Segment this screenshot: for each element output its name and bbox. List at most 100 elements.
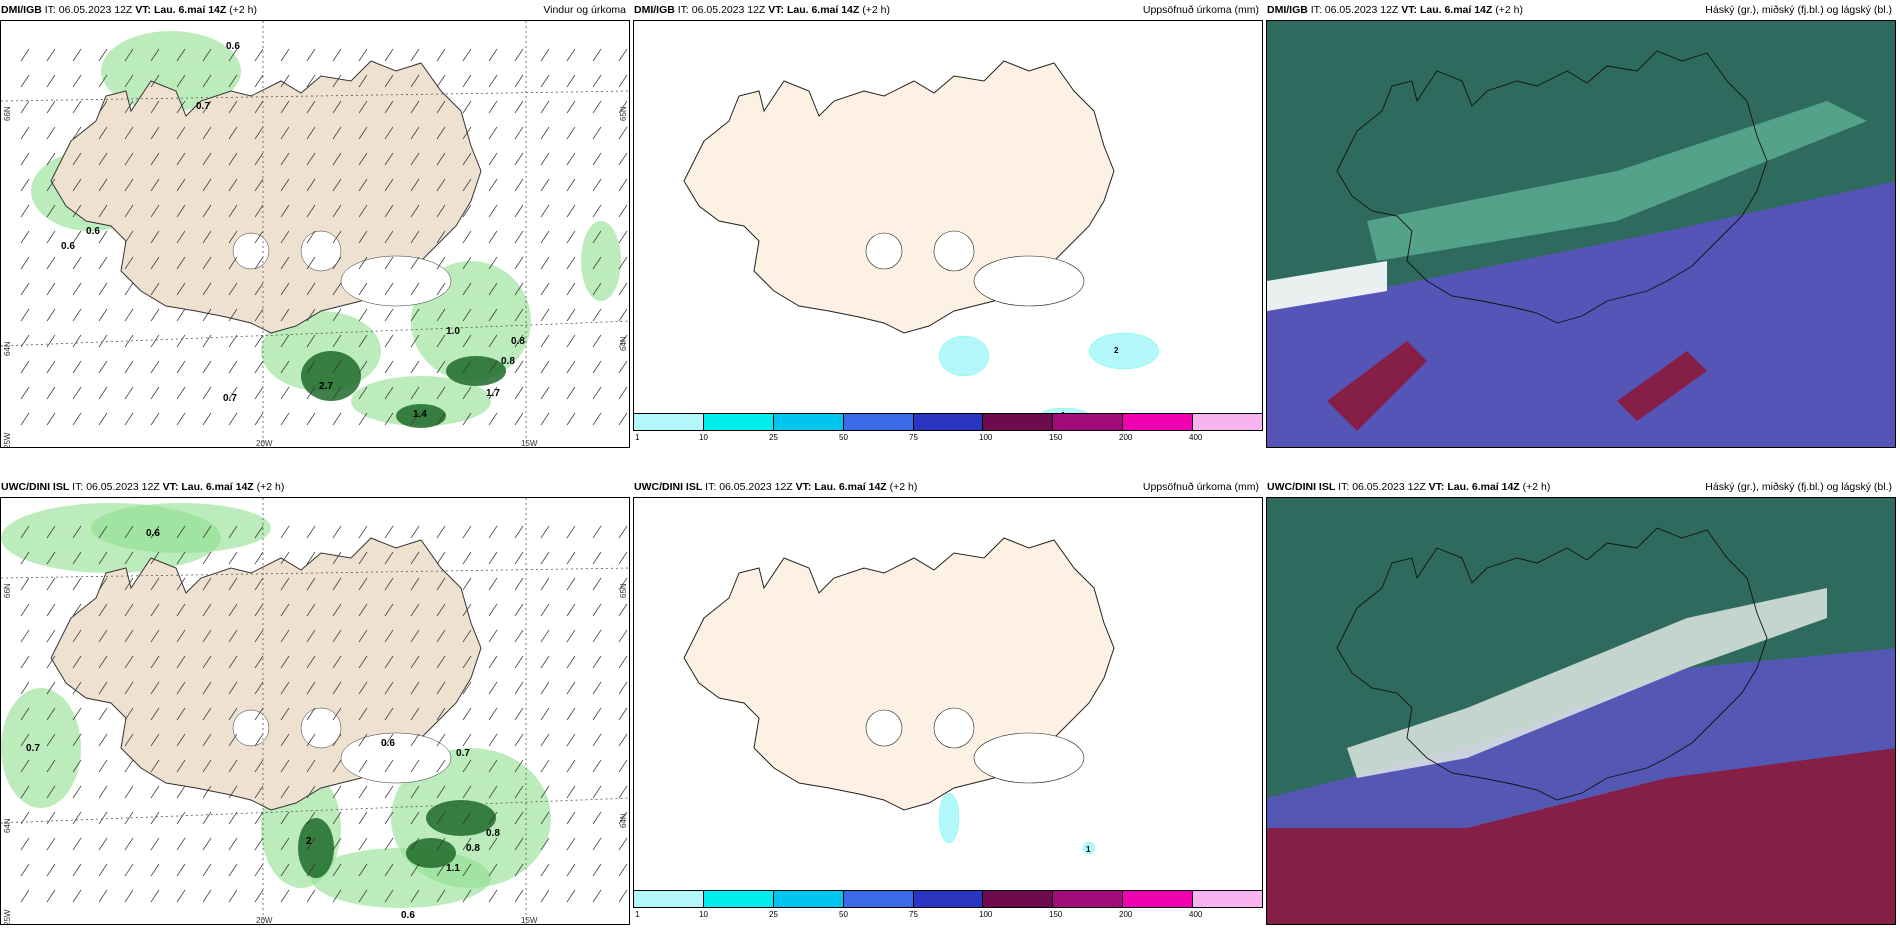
wind-barb [488,152,498,166]
wind-barb [592,759,602,773]
wind-barb [202,230,212,244]
wind-barb [202,334,212,348]
wind-barb [254,603,264,617]
wind-barb [540,74,550,88]
wind-barb [488,126,498,140]
panel-header: DMI/IGB IT: 06.05.2023 12Z VT: Lau. 6.ma… [633,0,1263,20]
wind-barb [150,551,160,565]
wind-barb [332,889,342,903]
offset-label: (+2 h) [862,4,890,16]
wind-barb [98,48,108,62]
wind-barb [306,152,316,166]
wind-barb [254,655,264,669]
wind-barb [540,863,550,877]
wind-barb [46,863,56,877]
wind-barb [228,74,238,88]
panel-uwc-precip: UWC/DINI ISL IT: 06.05.2023 12Z VT: Lau.… [633,477,1263,925]
colorbar-tick: 200 [1119,433,1133,442]
model-name: DMI/IGB [1267,4,1308,16]
wind-barb [592,733,602,747]
wind-barb [228,785,238,799]
wind-barb [46,412,56,426]
vt-label: VT: [1428,481,1445,493]
wind-barb [332,152,342,166]
cloud-layer [1347,588,1827,778]
wind-barb [462,74,472,88]
wind-barb [384,733,394,747]
cloud-layer [1267,261,1387,311]
graticule-line [1,797,629,824]
wind-barb [410,889,420,903]
wind-barb [332,629,342,643]
wind-barb [618,334,628,348]
wind-barb [436,577,446,591]
wind-barb [566,360,576,374]
colorbar-tick: 150 [1049,433,1063,442]
wind-barb [566,811,576,825]
wind-barb [46,629,56,643]
precip-area [1,688,81,808]
wind-barb [358,386,368,400]
wind-barb [436,48,446,62]
wind-barb [202,681,212,695]
wind-map-svg [1,21,629,447]
wind-barb [124,525,134,539]
wind-barb [540,551,550,565]
wind-barb [332,48,342,62]
wind-barb [280,733,290,747]
wind-barb [98,707,108,721]
wind-barb [72,681,82,695]
axis-label: 64N [619,813,628,828]
colorbar-tick: 25 [769,433,778,442]
axis-label: 15W [521,916,538,925]
wind-barb [436,837,446,851]
wind-barb [566,386,576,400]
wind-barb [46,100,56,114]
colorbar-tick: 10 [699,910,708,919]
wind-barb [410,178,420,192]
wind-barb [228,230,238,244]
wind-barb [410,577,420,591]
wind-barb [514,74,524,88]
wind-barb [202,282,212,296]
wind-barb [566,412,576,426]
panel-header: UWC/DINI ISL IT: 06.05.2023 12Z VT: Lau.… [0,477,630,497]
wind-barb [150,603,160,617]
wind-barb [540,629,550,643]
wind-barb [98,412,108,426]
wind-barb [410,863,420,877]
colorbar-swatch [983,891,1054,907]
wind-barb [150,360,160,374]
wind-barb [306,629,316,643]
wind-barb [436,525,446,539]
wind-barb [592,707,602,721]
wind-barb [72,733,82,747]
wind-barb [332,837,342,851]
wind-barb [228,577,238,591]
wind-barb [592,863,602,877]
wind-barb [306,204,316,218]
panel-header-left: DMI/IGB IT: 06.05.2023 12Z VT: Lau. 6.ma… [634,0,890,20]
wind-barb [176,126,186,140]
precip-value-label: 1 [1086,845,1091,854]
axis-label: 65N [619,583,628,598]
wind-barb [514,412,524,426]
wind-barb [254,811,264,825]
wind-barb [202,360,212,374]
wind-barb [46,655,56,669]
wind-barb [176,100,186,114]
wind-barb [488,230,498,244]
wind-barb [540,386,550,400]
wind-barb [150,100,160,114]
wind-barb [72,334,82,348]
panel-title: Uppsöfnuð úrkoma (mm) [1142,481,1259,493]
wind-barb [280,152,290,166]
wind-barb [566,178,576,192]
wind-barb [358,837,368,851]
precip-core [446,356,506,386]
wind-barb [410,733,420,747]
wind-barb [98,577,108,591]
wind-barb [384,811,394,825]
wind-barb [176,308,186,322]
wind-barb [618,178,628,192]
